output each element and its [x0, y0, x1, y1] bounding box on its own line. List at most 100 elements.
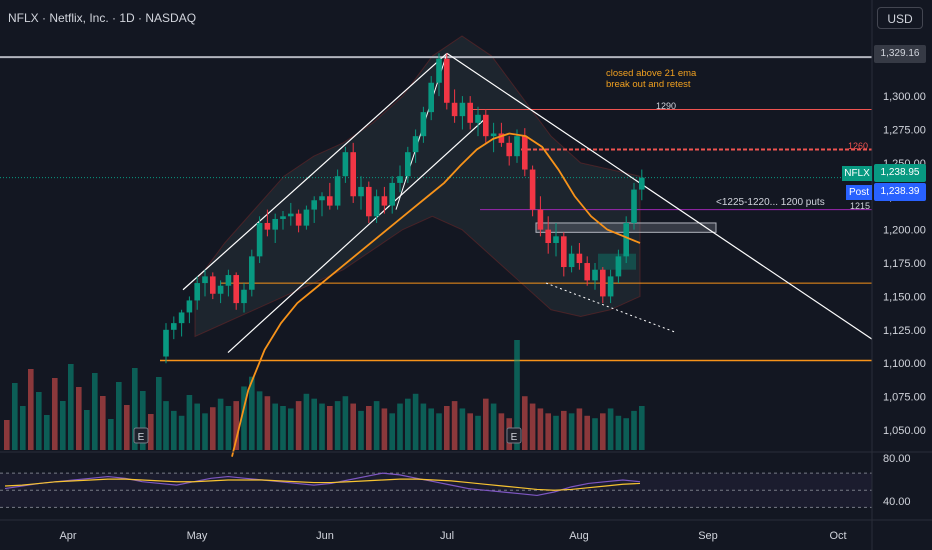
time-tick-label: Jul: [440, 530, 454, 542]
nflx-name-tag: NFLX: [842, 166, 872, 181]
volume-bar: [358, 410, 364, 450]
nflx-price-tag: 1,238.95: [874, 164, 926, 182]
volume-bar: [529, 403, 536, 450]
volume-bar: [537, 408, 544, 450]
candle-body: [327, 196, 333, 206]
volume-bar: [490, 403, 497, 450]
currency-button[interactable]: USD: [877, 7, 923, 29]
volume-bar: [28, 369, 34, 450]
earnings-marker-box: [133, 427, 149, 444]
candle-body: [522, 136, 528, 170]
candle-body: [210, 276, 216, 294]
candle-body: [506, 142, 512, 157]
volume-bar: [444, 406, 450, 450]
candle-body: [623, 222, 629, 257]
candle-body: [241, 289, 247, 304]
time-tick-label: Sep: [698, 530, 718, 542]
candle-body: [202, 276, 208, 284]
volume-bar: [194, 403, 200, 450]
volume-bar: [148, 414, 154, 450]
trendline-0: [182, 52, 448, 291]
candle-body: [600, 269, 606, 297]
candle-body: [334, 176, 341, 206]
price-tick-label: 1,200.00: [883, 225, 926, 237]
volume-bar: [412, 393, 419, 450]
volume-bar: [428, 408, 434, 450]
price-tick-label: 1,175.00: [883, 258, 926, 270]
level-label-1260: 1260: [848, 141, 869, 151]
candle-body: [249, 256, 255, 290]
candle-body: [475, 114, 481, 123]
volume-bar: [327, 406, 333, 450]
candle-body: [584, 263, 590, 281]
volume-bar: [592, 418, 598, 450]
price-candles: [163, 53, 645, 364]
volume-bar: [397, 403, 403, 450]
volume-bar: [373, 401, 380, 450]
volume-bar: [451, 401, 458, 450]
candle-body: [194, 283, 200, 301]
volume-bar: [405, 398, 411, 450]
time-tick-label: May: [187, 530, 208, 542]
candle-body: [350, 152, 356, 197]
volume-bar: [68, 364, 74, 450]
candle-body: [553, 236, 559, 243]
volume-bar: [576, 408, 583, 450]
volume-bar: [514, 340, 520, 450]
candle-body: [366, 186, 372, 217]
price-tick-label: 1,100.00: [883, 358, 926, 370]
volume-bar: [60, 401, 66, 450]
volume-bar: [20, 406, 26, 450]
rsi-line: [4, 472, 641, 497]
rsi-tick-label: 40.00: [883, 496, 911, 508]
price-tick-label: 1,300.00: [883, 91, 926, 103]
volume-bar: [467, 413, 473, 450]
volume-bar: [334, 401, 341, 450]
symbol-title: NFLX · Netflix, Inc. · 1D · NASDAQ: [8, 11, 197, 25]
candle-body: [467, 102, 473, 123]
volume-bar: [140, 391, 146, 450]
time-tick-label: Apr: [59, 530, 76, 542]
volume-bar: [100, 396, 106, 450]
volume-bar: [584, 415, 590, 450]
candle-body: [412, 136, 419, 153]
volume-bar: [132, 368, 138, 450]
candle-body: [358, 186, 364, 197]
volume-bar: [475, 415, 481, 450]
candle-body: [607, 276, 614, 297]
candle-body: [295, 213, 302, 226]
volume-bar: [156, 377, 162, 450]
candle-body: [163, 329, 169, 357]
price-tick-label: 1,150.00: [883, 291, 926, 303]
volume-bar: [233, 401, 239, 450]
volume-bar: [163, 401, 169, 450]
volume-bar: [288, 408, 294, 450]
candle-body: [303, 209, 310, 226]
price-tick-label: 1,275.00: [883, 124, 926, 136]
candle-body: [537, 209, 544, 230]
volume-bar: [92, 373, 98, 450]
volume-bar: [303, 393, 310, 450]
rsi-pane: [0, 472, 872, 508]
volume-bar: [389, 413, 395, 450]
ema-note-line2: break out and retest: [606, 79, 691, 90]
volume-bar: [202, 413, 208, 450]
volume-bar: [607, 408, 614, 450]
ema-note-line1: closed above 21 ema: [606, 68, 697, 79]
candle-body: [483, 114, 489, 137]
volume-bar: [225, 406, 232, 450]
candle-body: [342, 152, 349, 177]
volume-bar: [4, 420, 10, 450]
candle-body: [381, 196, 388, 206]
volume-bar: [178, 415, 185, 450]
candle-body: [514, 136, 520, 157]
candle-body: [264, 222, 271, 230]
candle-body: [420, 112, 427, 137]
candle-body: [576, 253, 583, 264]
volume-bar: [436, 413, 442, 450]
rsi-tick-label: 80.00: [883, 453, 911, 465]
candle-body: [436, 58, 442, 83]
post-name-tag: Post: [846, 185, 872, 200]
volume-bar: [210, 407, 216, 450]
